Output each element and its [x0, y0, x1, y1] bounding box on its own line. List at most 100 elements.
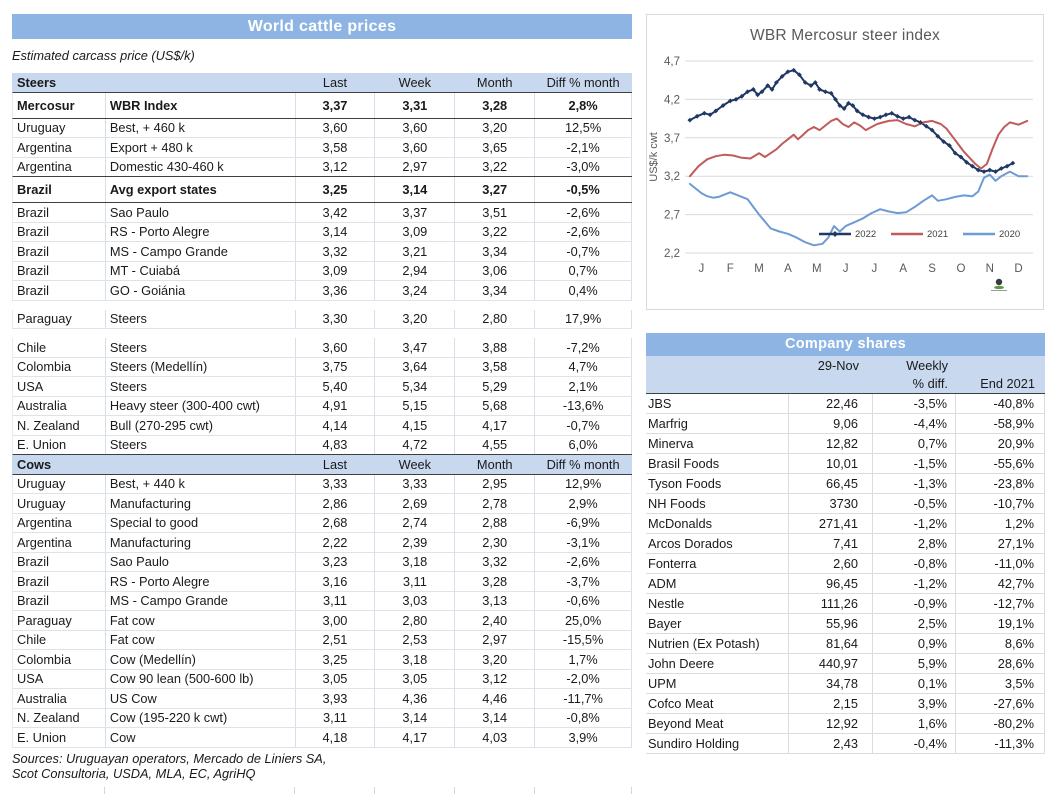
shares-date-label: 29-Nov — [817, 358, 859, 373]
price-cell: 440,97 — [789, 654, 873, 673]
value-cell: 3,14 — [375, 177, 456, 202]
value-cell: 0,4% — [535, 281, 633, 300]
country-cell: Brazil — [13, 572, 106, 591]
series-marker — [952, 150, 958, 156]
value-cell: 2,95 — [455, 474, 536, 493]
table-row: Colombia Cow (Medellín) 3,25 3,18 3,20 1,7% — [12, 650, 633, 670]
legend-label-2020: 2020 — [999, 229, 1020, 240]
country-cell: N. Zealand — [13, 416, 106, 435]
weekly-diff-cell: -0,8% — [873, 554, 956, 573]
shares-row: Minerva 12,82 0,7% 20,9% — [646, 434, 1045, 454]
country-cell: Australia — [13, 396, 106, 415]
table-row: Argentina Export + 480 k 3,58 3,60 3,65 -2,1% — [12, 138, 633, 158]
country-cell: Colombia — [13, 650, 106, 669]
value-cell: 2,80 — [455, 309, 536, 328]
y-tick-label: 2,2 — [664, 248, 680, 260]
series-marker — [860, 112, 866, 118]
value-cell: 4,83 — [296, 435, 376, 454]
weekly-diff-cell: 0,1% — [873, 674, 956, 693]
x-tick-label: S — [928, 263, 936, 275]
table-row: Argentina Domestic 430-460 k 3,12 2,97 3,22-… — [12, 157, 633, 177]
legend-label-2021: 2021 — [927, 229, 948, 240]
company-name-cell: Nutrien (Ex Potash) — [646, 634, 789, 653]
value-cell: -3,0% — [535, 157, 633, 176]
country-cell: Uruguay — [13, 474, 106, 493]
country-cell: N. Zealand — [13, 708, 106, 727]
section-label: Cows — [13, 455, 296, 474]
table-row: Chile Fat cow 2,51 2,53 2,97 -15,5% — [12, 630, 633, 650]
country-cell: Uruguay — [13, 494, 106, 513]
value-cell: 3,23 — [296, 552, 376, 571]
value-cell: 5,34 — [375, 377, 456, 396]
value-cell: 2,94 — [375, 261, 456, 280]
value-cell: 3,11 — [375, 572, 456, 591]
company-name-cell: Cofco Meat — [646, 694, 789, 713]
series-marker — [701, 110, 707, 116]
company-name-cell: Nestle — [646, 594, 789, 613]
value-cell: 3,20 — [455, 118, 536, 137]
end-2021-cell: -80,2% — [956, 714, 1045, 733]
value-cell: 2,88 — [455, 513, 536, 532]
weekly-diff-cell: -1,3% — [873, 474, 956, 493]
table-row: Brazil MS - Campo Grande 3,32 3,21 3,34 -0,7% — [12, 242, 633, 262]
series-marker — [733, 97, 739, 102]
series-marker — [975, 167, 981, 173]
value-cell: -2,6% — [535, 222, 633, 241]
value-cell: -0,6% — [535, 591, 633, 610]
value-cell: 2,86 — [296, 494, 376, 513]
value-cell: 3,25 — [296, 650, 376, 669]
value-cell: 3,51 — [455, 203, 536, 222]
category-cell: Export + 480 k — [106, 138, 296, 157]
value-cell: 12,9% — [535, 474, 633, 493]
price-cell: 66,45 — [789, 474, 873, 493]
steer-index-chart-panel: WBR Mercosur steer index 4,7 4,2 3,7 3,2 2,7… — [646, 14, 1044, 310]
value-cell: 3,36 — [296, 281, 376, 300]
value-cell: 17,9% — [535, 309, 633, 328]
table-row: N. Zealand Bull (270-295 cwt) 4,14 4,15 4,17… — [12, 416, 633, 436]
value-cell: 4,17 — [375, 728, 456, 747]
value-cell: 1,7% — [535, 650, 633, 669]
series-marker — [785, 69, 791, 75]
table-row: Australia Heavy steer (300-400 cwt) 4,91 5,… — [12, 396, 633, 416]
country-cell: USA — [13, 377, 106, 396]
company-name-cell: Brasil Foods — [646, 454, 789, 473]
value-cell: 3,20 — [375, 309, 456, 328]
series-marker — [808, 83, 814, 88]
country-cell: Brazil — [13, 242, 106, 261]
value-cell: 4,14 — [296, 416, 376, 435]
series-marker — [739, 93, 745, 99]
country-cell: Paraguay — [13, 309, 106, 328]
value-cell: 4,17 — [455, 416, 536, 435]
category-cell: Sao Paulo — [106, 203, 296, 222]
series-marker — [817, 87, 823, 92]
series-marker — [981, 169, 987, 174]
y-axis-label: US$/k cwt — [648, 132, 660, 182]
x-tick-label: D — [1014, 263, 1022, 275]
series-marker — [769, 87, 775, 92]
company-name-cell: Arcos Dorados — [646, 534, 789, 553]
value-cell: -0,7% — [535, 242, 633, 261]
x-tick-label: N — [986, 263, 994, 275]
value-cell: 3,60 — [296, 338, 376, 357]
x-tick-label: M — [812, 263, 822, 275]
value-cell: 3,32 — [296, 242, 376, 261]
x-tick-label: M — [754, 263, 764, 275]
price-cell: 81,64 — [789, 634, 873, 653]
value-cell: 2,39 — [375, 533, 456, 552]
company-name-cell: Bayer — [646, 614, 789, 633]
table-row: E. Union Steers 4,83 4,72 4,55 6,0% — [12, 435, 633, 455]
empty-grid-stub — [12, 786, 632, 794]
value-cell: 3,34 — [455, 242, 536, 261]
end-2021-cell: -12,7% — [956, 594, 1045, 613]
stub-cell — [535, 786, 632, 794]
value-cell: 3,60 — [375, 138, 456, 157]
value-cell: 3,58 — [455, 357, 536, 376]
value-cell: 2,69 — [375, 494, 456, 513]
value-cell: 2,97 — [455, 630, 536, 649]
value-cell: 12,5% — [535, 118, 633, 137]
company-name-cell: Marfrig — [646, 414, 789, 433]
legend-label-2022: 2022 — [855, 229, 876, 240]
table-row: Colombia Steers (Medellín) 3,75 3,64 3,58 4,7… — [12, 357, 633, 377]
country-cell: Chile — [13, 338, 106, 357]
series-marker — [841, 106, 847, 112]
